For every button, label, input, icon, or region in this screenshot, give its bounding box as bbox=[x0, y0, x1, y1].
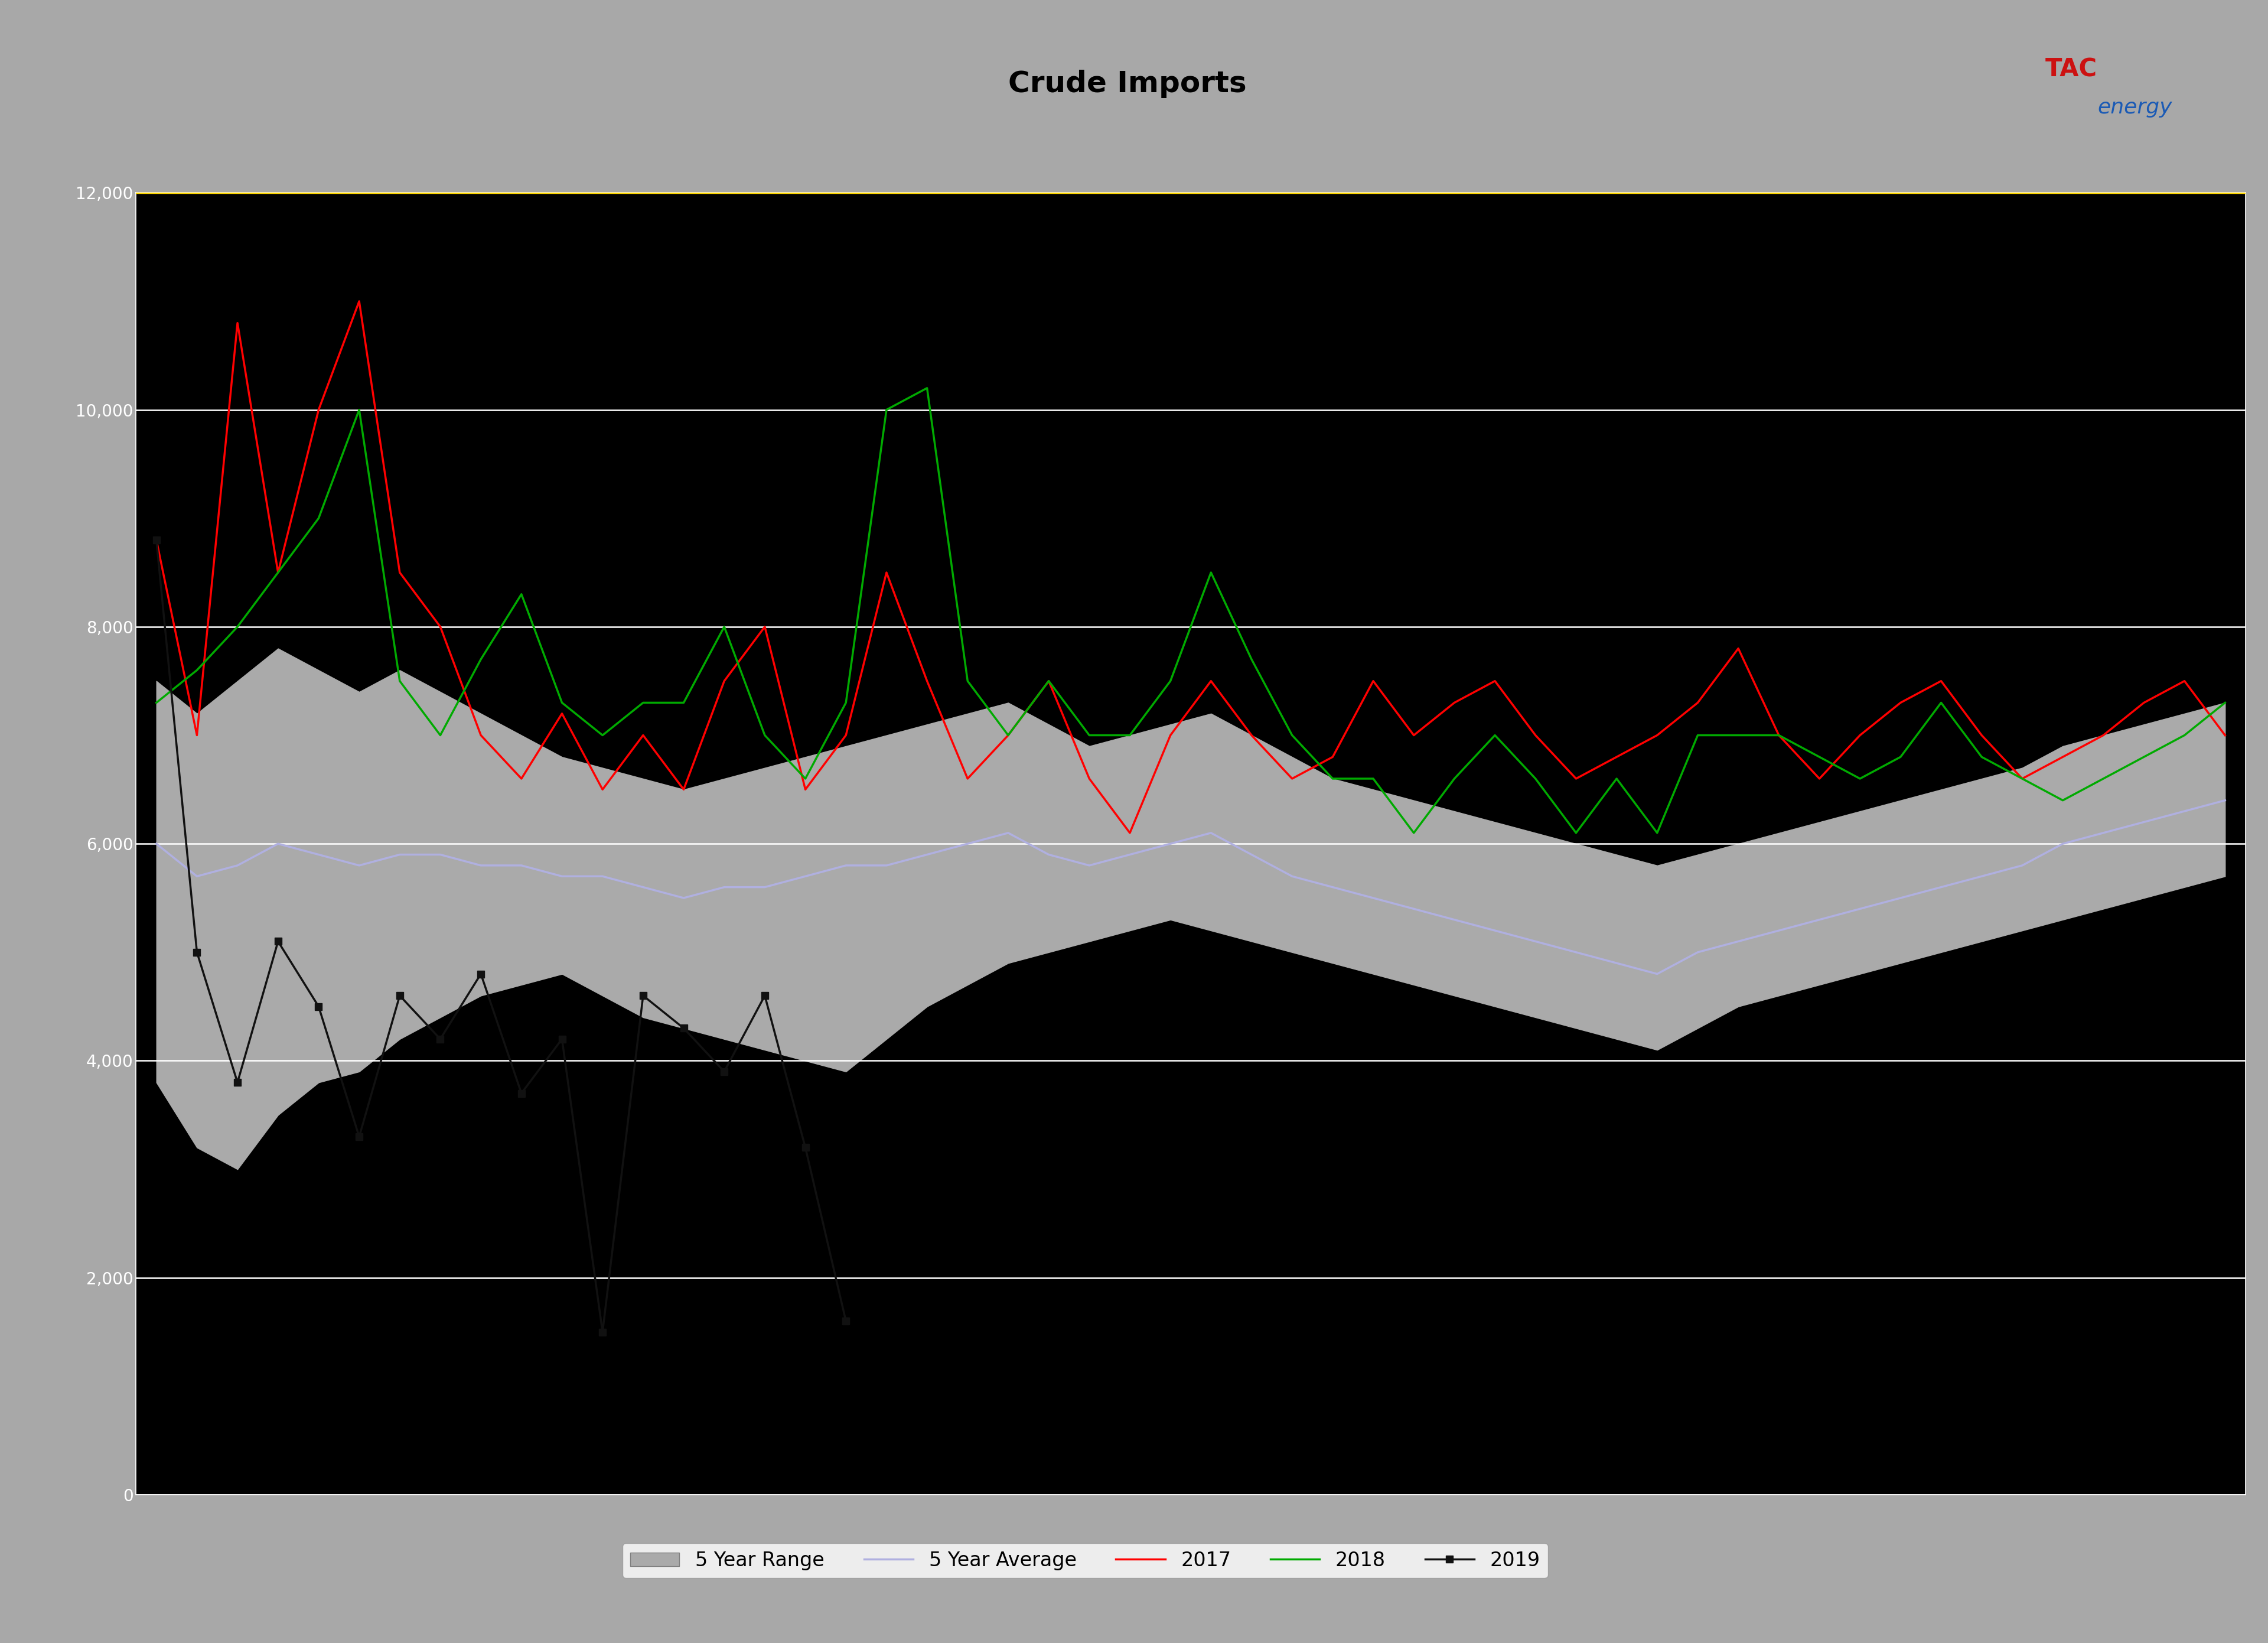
Text: TAC: TAC bbox=[2046, 58, 2098, 82]
Legend: 5 Year Range, 5 Year Average, 2017, 2018, 2019: 5 Year Range, 5 Year Average, 2017, 2018… bbox=[621, 1543, 1549, 1579]
Text: energy: energy bbox=[2098, 97, 2173, 118]
Text: Crude Imports: Crude Imports bbox=[1009, 69, 1247, 99]
